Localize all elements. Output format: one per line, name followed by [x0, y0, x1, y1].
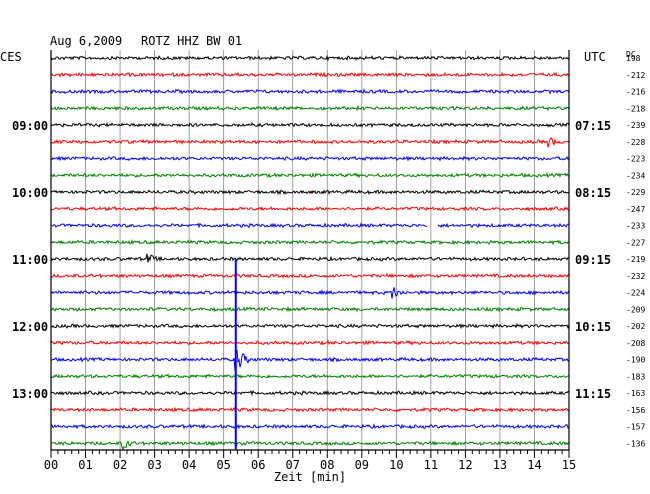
seismic-trace — [50, 222, 570, 229]
seismic-trace — [50, 322, 570, 330]
dc-offset-label: -216 — [626, 88, 645, 97]
x-tick-label: 06 — [251, 458, 265, 472]
x-tick-label: 01 — [78, 458, 92, 472]
seismic-trace — [50, 373, 570, 379]
seismic-trace — [50, 423, 570, 430]
grid-lines — [50, 50, 570, 450]
right-time-label: 08:15 — [575, 186, 611, 200]
dc-offset-label: -156 — [626, 406, 645, 415]
dc-header-label: DC — [626, 50, 636, 59]
left-timezone-label: CES — [0, 50, 22, 64]
seismic-trace — [50, 205, 570, 212]
dc-offset-label: 198 — [626, 54, 641, 63]
dc-offset-label: -233 — [626, 222, 645, 231]
x-tick-label: 14 — [527, 458, 541, 472]
seismic-trace — [50, 155, 570, 162]
time-labels: 198 -212 -216 -218 -239 -228 -223 -234 -229 -247 -… — [12, 54, 645, 472]
x-tick-label: 07 — [286, 458, 300, 472]
dc-offset-label: -224 — [626, 289, 645, 298]
dc-offset-label: -234 — [626, 171, 645, 180]
x-tick-label: 12 — [458, 458, 472, 472]
x-tick-label: 09 — [355, 458, 369, 472]
x-tick-label: 05 — [216, 458, 230, 472]
seismic-trace — [50, 239, 570, 246]
right-timezone-label: UTC — [584, 50, 606, 64]
x-tick-label: 03 — [147, 458, 161, 472]
right-time-label: 09:15 — [575, 253, 611, 267]
x-tick-label: 08 — [320, 458, 334, 472]
dc-offset-label: -223 — [626, 155, 645, 164]
dc-offset-label: -136 — [626, 439, 645, 448]
x-tick-label: 04 — [182, 458, 196, 472]
seismic-trace — [50, 306, 570, 313]
seismic-trace — [50, 272, 570, 279]
x-tick-label: 15 — [562, 458, 576, 472]
right-time-label: 10:15 — [575, 320, 611, 334]
seismic-trace — [50, 54, 570, 62]
seismic-trace — [50, 189, 570, 196]
dc-offset-label: -157 — [626, 423, 645, 432]
left-time-label: 13:00 — [12, 387, 48, 401]
seismic-trace — [50, 440, 570, 451]
seismic-trace — [50, 122, 570, 129]
seismic-trace — [50, 172, 570, 179]
dc-offset-label: -190 — [626, 356, 645, 365]
dc-offset-label: -202 — [626, 322, 645, 331]
seismic-trace — [50, 287, 570, 299]
seismic-trace — [50, 339, 570, 346]
trace-group — [50, 54, 570, 451]
seismic-trace — [50, 105, 570, 112]
dc-offset-label: -229 — [626, 188, 645, 197]
dc-offset-label: -163 — [626, 389, 645, 398]
x-tick-label: 10 — [389, 458, 403, 472]
right-time-label: 07:15 — [575, 119, 611, 133]
dc-offset-label: -239 — [626, 121, 645, 130]
dc-offset-label: -209 — [626, 305, 645, 314]
seismic-trace — [50, 88, 570, 95]
dc-offset-label: -219 — [626, 255, 645, 264]
plot-frame — [50, 50, 570, 458]
seismic-trace — [50, 253, 570, 263]
left-time-label: 11:00 — [12, 253, 48, 267]
left-time-label: 12:00 — [12, 320, 48, 334]
dc-offset-label: -232 — [626, 272, 645, 281]
dc-offset-label: -247 — [626, 205, 645, 214]
dc-offset-label: -228 — [626, 138, 645, 147]
x-axis-label: Zeit [min] — [274, 470, 346, 484]
dc-offset-label: -183 — [626, 372, 645, 381]
seismic-trace — [51, 71, 570, 78]
right-time-label: 11:15 — [575, 387, 611, 401]
x-tick-label: 00 — [44, 458, 58, 472]
seismic-trace — [50, 389, 570, 397]
chart-date: Aug 6,2009 — [50, 34, 122, 48]
dc-offset-label: -218 — [626, 104, 645, 113]
seismic-trace — [50, 136, 570, 148]
x-tick-label: 13 — [493, 458, 507, 472]
seismic-trace — [50, 406, 570, 413]
dc-offset-label: -212 — [626, 71, 645, 80]
left-time-label: 10:00 — [12, 186, 48, 200]
dc-offset-label: -208 — [626, 339, 645, 348]
x-tick-label: 02 — [113, 458, 127, 472]
left-time-label: 09:00 — [12, 119, 48, 133]
seismic-trace — [50, 349, 570, 371]
chart-station: ROTZ HHZ BW 01 — [141, 34, 242, 48]
dc-offset-label: -227 — [626, 238, 645, 247]
x-tick-label: 11 — [424, 458, 438, 472]
